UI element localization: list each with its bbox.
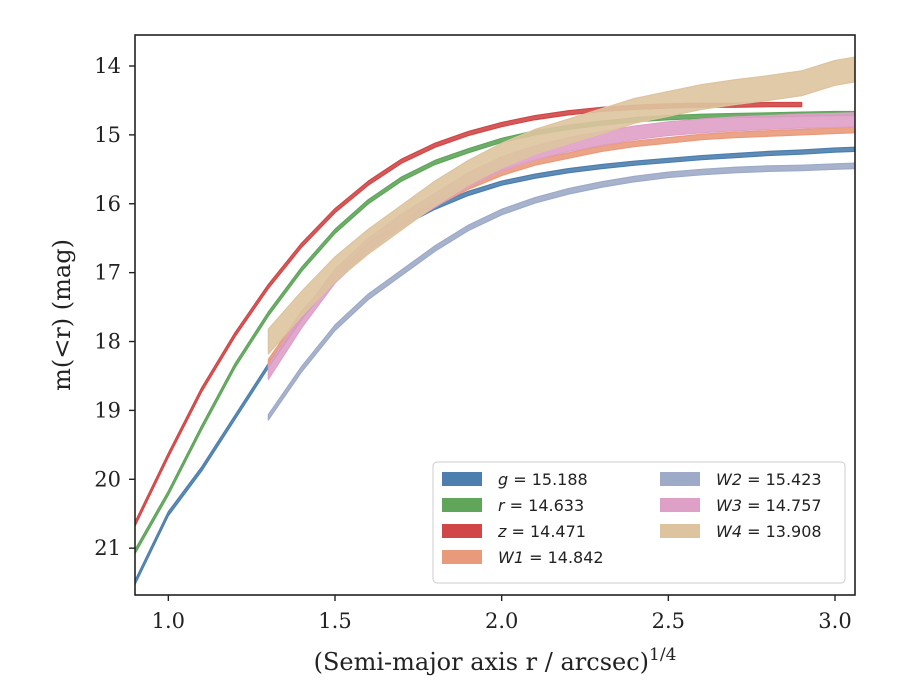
legend-label: W4 = 13.908 (716, 522, 822, 541)
x-tick-label: 1.0 (152, 609, 185, 633)
legend-swatch (442, 550, 482, 564)
legend-box (432, 461, 846, 584)
x-tick-label: 2.0 (485, 609, 518, 633)
legend-item-w2: W2 = 15.423 (660, 470, 822, 489)
legend-label: z = 14.471 (497, 522, 586, 541)
y-axis-label: m(<r) (mag) (48, 239, 76, 391)
series-band-w4 (267, 56, 855, 355)
series-layer (135, 56, 855, 586)
series-r (135, 110, 855, 555)
legend-swatch (442, 472, 482, 486)
series-band-r (135, 110, 855, 555)
legend-series-name: W1 (498, 548, 524, 567)
plot-frame (134, 34, 856, 596)
x-tick-label: 1.5 (318, 609, 351, 633)
legend-label: r = 14.633 (498, 496, 584, 515)
legend-label: W2 = 15.423 (716, 470, 822, 489)
x-axis-label: (Semi-major axis r / arcsec)1/4 (314, 645, 677, 676)
legend-series-value: = 13.908 (742, 522, 822, 541)
legend-swatch (660, 472, 700, 486)
ticks-layer: 1.0 1.5 2.0 2.5 3.0 14 15 16 17 18 19 20 21 (94, 54, 851, 633)
legend-series-name: r (498, 496, 506, 515)
y-tick-label: 15 (94, 123, 121, 147)
legend-label: g = 15.188 (498, 470, 588, 489)
series-w2 (267, 162, 855, 421)
legend-swatch (442, 498, 482, 512)
legend-series-name: W4 (716, 522, 742, 541)
legend-series-name: W3 (716, 496, 742, 515)
series-w4 (267, 56, 855, 355)
y-tick-label: 18 (94, 330, 121, 354)
legend-item-w4: W4 = 13.908 (660, 522, 822, 541)
series-z (135, 101, 803, 527)
legend-item-r: r = 14.633 (442, 496, 584, 515)
legend-series-value: = 14.471 (506, 522, 586, 541)
series-band-z (135, 101, 803, 527)
legend-item-z: z = 14.471 (442, 522, 586, 541)
legend-item-w1: W1 = 14.842 (442, 548, 604, 567)
legend-swatch (442, 524, 482, 538)
legend-item-g: g = 15.188 (442, 470, 588, 489)
legend-series-value: = 14.842 (524, 548, 604, 567)
legend-series-value: = 15.188 (508, 470, 588, 489)
y-tick-label: 20 (94, 467, 121, 491)
legend-series-name: z (497, 522, 507, 541)
legend-swatch (660, 498, 700, 512)
legend-swatch (660, 524, 700, 538)
x-axis-label-main: (Semi-major axis r / arcsec) (314, 648, 649, 676)
y-tick-label: 14 (94, 54, 121, 78)
y-tick-label: 19 (94, 398, 121, 422)
legend-label: W1 = 14.842 (498, 548, 604, 567)
legend-label: W3 = 14.757 (716, 496, 822, 515)
legend-series-value: = 14.633 (505, 496, 585, 515)
x-tick-label: 2.5 (652, 609, 685, 633)
x-tick-label: 3.0 (818, 609, 851, 633)
legend-series-value: = 15.423 (742, 470, 822, 489)
legend-item-w3: W3 = 14.757 (660, 496, 822, 515)
legend-series-name: g (498, 470, 508, 489)
y-tick-label: 21 (94, 536, 121, 560)
y-tick-label: 16 (94, 192, 121, 216)
legend-series-name: W2 (716, 470, 742, 489)
x-axis-label-superscript: 1/4 (649, 645, 676, 665)
series-band-w2 (267, 162, 855, 421)
y-tick-label: 17 (94, 261, 121, 285)
legend-series-value: = 14.757 (742, 496, 822, 515)
